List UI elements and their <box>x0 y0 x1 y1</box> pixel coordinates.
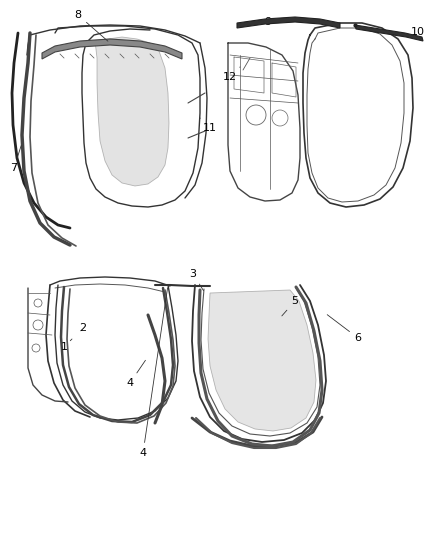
Text: 6: 6 <box>327 314 361 343</box>
Text: 12: 12 <box>223 67 240 82</box>
Polygon shape <box>355 25 423 41</box>
Text: 8: 8 <box>74 10 108 41</box>
Polygon shape <box>95 37 169 186</box>
Text: 2: 2 <box>79 323 87 333</box>
Text: 7: 7 <box>11 146 21 173</box>
Polygon shape <box>237 17 340 28</box>
Polygon shape <box>42 39 182 59</box>
Text: 1: 1 <box>60 339 72 352</box>
Text: 3: 3 <box>190 269 204 290</box>
Text: 9: 9 <box>265 17 285 27</box>
Text: 5: 5 <box>282 296 299 316</box>
Text: 10: 10 <box>405 27 425 37</box>
Polygon shape <box>208 290 316 431</box>
Text: 4: 4 <box>127 360 145 388</box>
Text: 11: 11 <box>200 118 217 133</box>
Text: 4: 4 <box>139 288 168 458</box>
